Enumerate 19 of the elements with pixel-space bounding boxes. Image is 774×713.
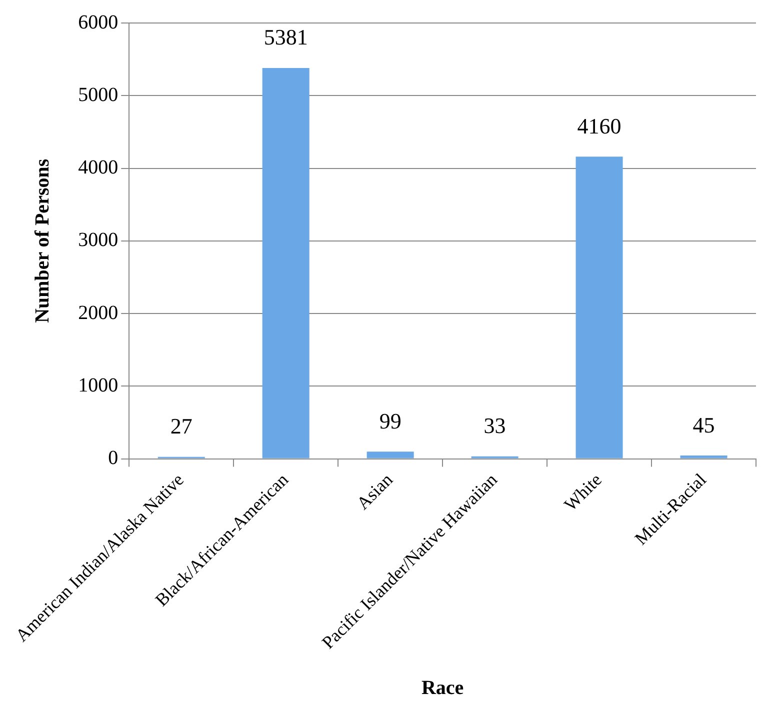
data-label: 45 (692, 412, 715, 438)
y-tick-label: 2000 (78, 302, 118, 324)
y-tick-label: 6000 (78, 11, 118, 34)
data-label: 27 (170, 414, 192, 439)
bar (262, 68, 310, 458)
bar (576, 156, 623, 458)
y-tick-label: 0 (108, 447, 118, 470)
bar (680, 456, 728, 458)
data-label: 4160 (577, 113, 622, 138)
bar (366, 452, 414, 458)
y-tick-label: 4000 (78, 156, 118, 179)
data-label: 5381 (264, 24, 308, 50)
y-tick-label: 5000 (78, 84, 118, 106)
y-tick-label: 3000 (78, 229, 118, 252)
data-label: 33 (484, 413, 506, 438)
y-axis-title: Number of Persons (31, 158, 54, 323)
x-axis-title: Race (421, 677, 464, 700)
data-label: 99 (379, 408, 402, 434)
y-tick-label: 1000 (78, 374, 118, 396)
